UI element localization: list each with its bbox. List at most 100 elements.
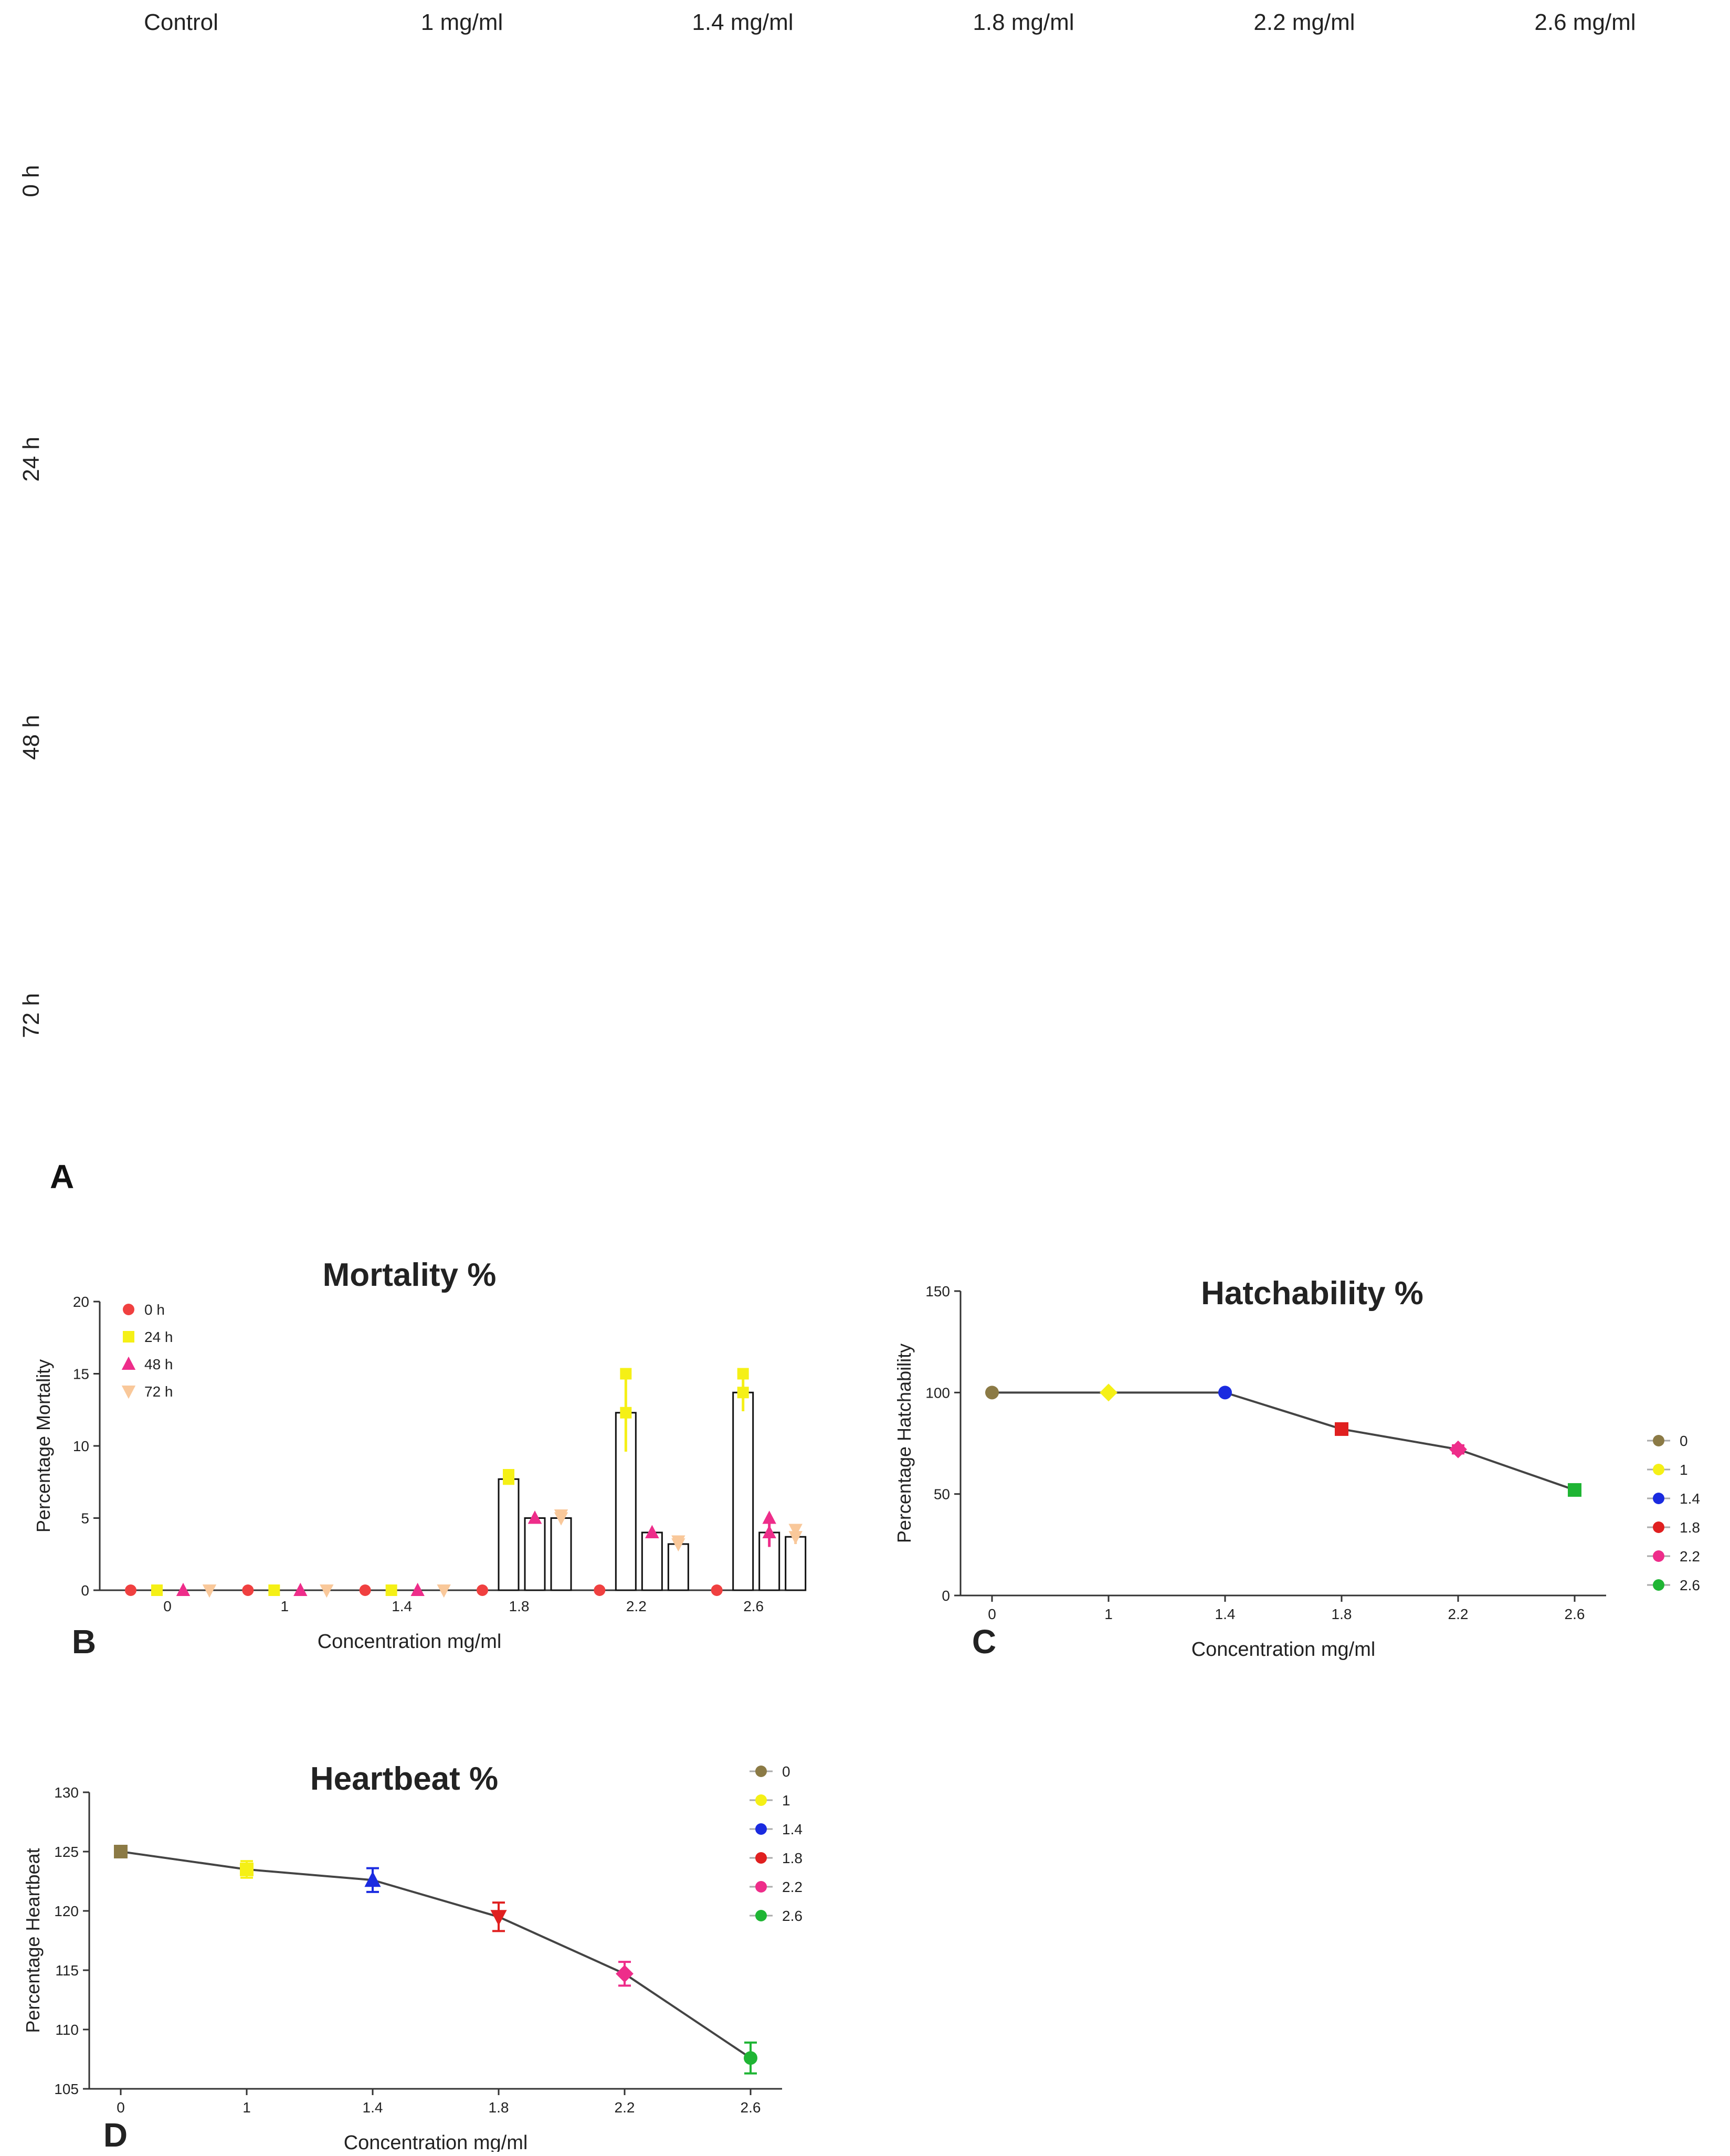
data-point	[1218, 1386, 1232, 1400]
data-point	[788, 1524, 803, 1537]
legend-marker	[755, 1823, 767, 1835]
data-point	[1568, 1483, 1581, 1497]
bar	[550, 1517, 572, 1591]
y-tick-label: 0	[81, 1582, 89, 1599]
heartbeat-chart: Heartbeat % 105 110 115 120 125 130 0 1 1.4 1.8 2.2…	[16, 1732, 866, 2154]
data-point	[671, 1538, 685, 1552]
data-point	[125, 1584, 136, 1596]
data-point	[762, 1525, 776, 1538]
data-point	[503, 1473, 514, 1485]
y-axis-label: Percentage Heartbeat	[22, 1848, 44, 2033]
x-tick-label: 1.4	[363, 2099, 383, 2116]
column-header: Control	[144, 9, 218, 35]
legend-marker	[1653, 1550, 1664, 1562]
data-point	[320, 1584, 334, 1598]
legend-marker	[755, 1852, 767, 1864]
x-axis-label: Concentration mg/ml	[344, 2132, 528, 2152]
x-axis-label: Concentration mg/ml	[1191, 1639, 1376, 1661]
data-point	[410, 1582, 425, 1596]
data-point	[240, 1862, 254, 1876]
data-point	[477, 1584, 488, 1596]
legend-label: 0	[1680, 1433, 1688, 1449]
column-header: 2.2 mg/ml	[1253, 9, 1355, 35]
y-tick-label: 150	[925, 1283, 950, 1299]
column-header: 1.4 mg/ml	[692, 9, 794, 35]
data-point	[762, 1510, 776, 1524]
data-point	[364, 1871, 381, 1887]
panel-letter: D	[103, 2116, 128, 2152]
y-tick-label: 15	[73, 1366, 89, 1382]
x-tick-label: 1.8	[509, 1598, 530, 1614]
x-tick-label: 1.8	[489, 2099, 509, 2116]
data-point	[293, 1582, 308, 1596]
legend-marker	[123, 1331, 134, 1343]
legend-marker	[121, 1356, 136, 1370]
data-point	[176, 1582, 191, 1596]
legend-label: 1	[782, 1792, 790, 1809]
legend-marker	[755, 1794, 767, 1806]
x-tick-label: 2.6	[741, 2099, 761, 2116]
x-tick-label: 2.2	[615, 2099, 635, 2116]
row-header: 0 h	[10, 50, 52, 312]
data-point	[711, 1584, 723, 1596]
x-tick-label: 0	[117, 2099, 125, 2116]
chart-title: Mortality %	[323, 1257, 497, 1293]
bar	[732, 1391, 754, 1591]
legend-marker	[755, 1881, 767, 1893]
series-line	[992, 1391, 1575, 1491]
legend-label: 1	[1680, 1462, 1688, 1478]
row-header-label: 72 h	[18, 993, 45, 1038]
data-point	[737, 1387, 749, 1399]
y-tick-label: 50	[934, 1486, 950, 1503]
data-point	[788, 1531, 803, 1545]
y-tick-label: 125	[54, 1844, 79, 1860]
y-tick-label: 10	[73, 1438, 89, 1454]
legend-label: 72 h	[144, 1383, 173, 1400]
x-tick-label: 2.2	[1448, 1606, 1469, 1622]
legend-label: 2.6	[1680, 1577, 1700, 1593]
legend-label: 0	[782, 1763, 790, 1780]
y-tick-label: 100	[925, 1385, 950, 1401]
y-tick-label: 0	[942, 1588, 950, 1604]
column-header: 1 mg/ml	[420, 9, 503, 35]
mortality-chart: Mortality % 0 5 10 15 20 0 1 1.4 1.8 2.2 2.6 Concent…	[21, 1244, 840, 1666]
y-tick-label: 130	[54, 1784, 79, 1801]
y-axis-label: Percentage Mortality	[33, 1359, 54, 1533]
bar	[498, 1478, 520, 1591]
y-tick-label: 115	[55, 1962, 79, 1979]
legend-label: 2.2	[782, 1879, 803, 1895]
hatchability-chart-svg: Hatchability % 0 50 100 150 0 1 1.4 1.8 2.2 2.6 Con…	[893, 1275, 1700, 1661]
data-point	[737, 1368, 749, 1380]
x-tick-label: 1.4	[392, 1598, 412, 1614]
data-point	[1335, 1422, 1348, 1436]
legend-marker	[755, 1910, 767, 1921]
legend-label: 1.4	[782, 1821, 803, 1837]
data-point	[744, 2051, 757, 2065]
x-tick-label: 1.4	[1215, 1606, 1236, 1622]
x-axis-label: Concentration mg/ml	[318, 1631, 502, 1653]
x-tick-label: 2.2	[626, 1598, 647, 1614]
legend-label: 1.4	[1680, 1491, 1700, 1507]
data-point	[202, 1584, 217, 1598]
legend-marker	[1653, 1464, 1664, 1475]
legend-marker	[1653, 1493, 1664, 1504]
data-point	[645, 1525, 659, 1538]
legend-label: 1.8	[1680, 1519, 1700, 1536]
data-point	[1100, 1383, 1117, 1402]
y-tick-label: 5	[81, 1510, 89, 1527]
data-point	[620, 1407, 632, 1419]
row-header: 72 h	[10, 884, 52, 1147]
legend-label: 48 h	[144, 1356, 173, 1372]
legend-label: 2.6	[782, 1908, 803, 1924]
bar	[667, 1543, 689, 1591]
row-header-label: 0 h	[18, 165, 44, 197]
legend-label: 1.8	[782, 1850, 803, 1866]
data-point	[268, 1584, 280, 1596]
panel-letter: B	[72, 1623, 96, 1661]
legend-marker	[121, 1386, 136, 1399]
legend-marker	[755, 1766, 767, 1777]
x-tick-label: 2.6	[1565, 1606, 1585, 1622]
x-tick-label: 0	[163, 1598, 172, 1614]
data-point	[114, 1845, 128, 1858]
data-point	[385, 1584, 397, 1596]
